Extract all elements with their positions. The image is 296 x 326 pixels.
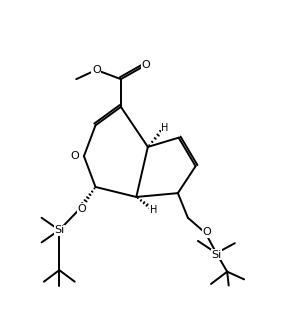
Text: O: O bbox=[92, 65, 101, 75]
Text: O: O bbox=[203, 228, 212, 237]
Text: H: H bbox=[161, 124, 168, 133]
Text: Si: Si bbox=[211, 250, 221, 260]
Text: Si: Si bbox=[54, 225, 65, 235]
Text: O: O bbox=[70, 151, 79, 161]
Text: H: H bbox=[149, 205, 157, 215]
Text: O: O bbox=[77, 203, 86, 214]
Text: O: O bbox=[141, 60, 150, 70]
